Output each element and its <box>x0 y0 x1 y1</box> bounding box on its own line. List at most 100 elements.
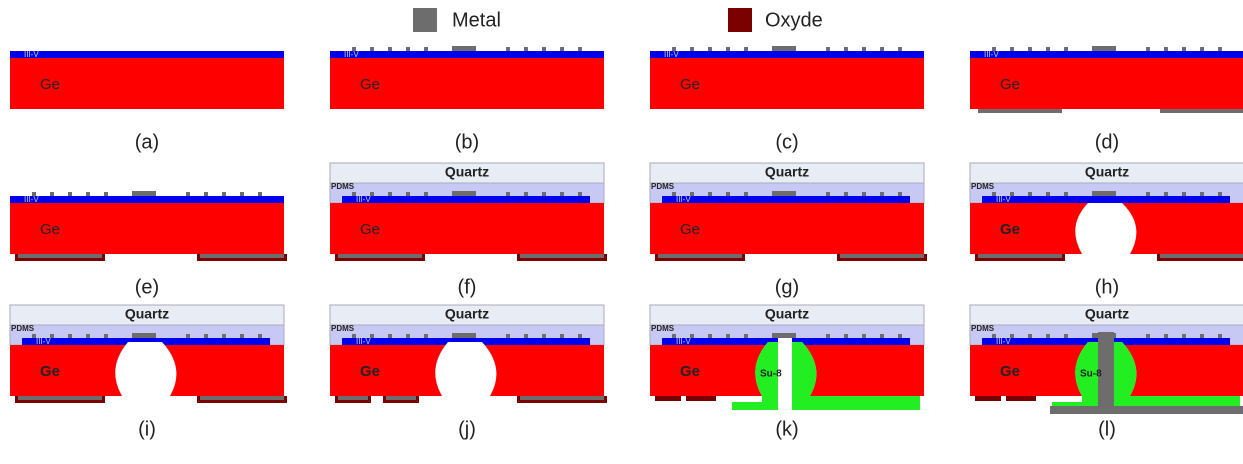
contact <box>524 192 528 196</box>
contact <box>744 192 748 196</box>
contact <box>726 334 730 338</box>
contact <box>1164 192 1168 196</box>
contact <box>1028 192 1032 196</box>
contact <box>826 334 830 338</box>
step-caption: (j) <box>458 418 476 440</box>
ge-label: Ge <box>360 76 380 93</box>
contact <box>826 192 830 196</box>
iii-v-layer <box>662 196 910 203</box>
contact <box>506 192 510 196</box>
pdms-label: PDMS <box>11 324 35 333</box>
contact <box>32 334 36 338</box>
contact <box>68 192 72 196</box>
contact <box>1146 334 1150 338</box>
ge-label: Ge <box>1000 76 1020 93</box>
quartz-label: Quartz <box>765 306 809 322</box>
contact <box>186 334 190 338</box>
contact <box>898 192 902 196</box>
contact <box>560 47 564 51</box>
contact-pad <box>1092 191 1116 196</box>
ge-label: Ge <box>1000 363 1020 380</box>
contact <box>862 47 866 51</box>
iii-v-layer <box>970 51 1243 58</box>
bottom-metal <box>1050 406 1243 414</box>
contact <box>86 192 90 196</box>
iii-v-layer <box>10 196 284 203</box>
panel: III-V Ge (d) <box>970 46 1243 153</box>
panel: III-V Ge (c) <box>650 46 924 153</box>
iii-v-label: III-V <box>676 337 691 346</box>
contact <box>68 334 72 338</box>
substrate <box>10 203 284 254</box>
bottom-metal <box>338 254 422 258</box>
contact <box>1046 334 1050 338</box>
contact <box>222 334 226 338</box>
iii-v-label: III-V <box>996 195 1011 204</box>
contact <box>1182 192 1186 196</box>
contact <box>388 192 392 196</box>
via-metal <box>1098 332 1114 414</box>
contact <box>424 47 428 51</box>
ge-label: Ge <box>360 363 380 380</box>
contact <box>560 334 564 338</box>
iii-v-label: III-V <box>36 337 51 346</box>
contact <box>204 192 208 196</box>
contact <box>726 47 730 51</box>
su8-label: Su-8 <box>760 369 782 380</box>
metal-swatch <box>413 8 437 32</box>
contact <box>744 334 748 338</box>
contact <box>524 334 528 338</box>
contact <box>880 192 884 196</box>
quartz-label: Quartz <box>125 306 169 322</box>
pdms-label: PDMS <box>971 324 995 333</box>
contact <box>844 334 848 338</box>
substrate <box>650 203 924 254</box>
panel: III-V Ge (a) <box>10 50 284 153</box>
contact <box>1182 334 1186 338</box>
iii-v-label: III-V <box>344 50 359 59</box>
bottom-metal <box>386 396 416 400</box>
contact <box>1064 192 1068 196</box>
contact <box>424 192 428 196</box>
contact <box>1182 47 1186 51</box>
ge-label: Ge <box>360 221 380 238</box>
contact-pad <box>452 191 476 196</box>
etch-hole <box>435 342 497 396</box>
contact <box>352 192 356 196</box>
contact <box>1146 192 1150 196</box>
contact <box>1146 47 1150 51</box>
contact <box>1028 334 1032 338</box>
substrate <box>650 58 924 109</box>
iii-v-layer <box>342 196 590 203</box>
contact <box>880 47 884 51</box>
contact <box>844 47 848 51</box>
step-caption: (i) <box>138 418 156 440</box>
contact-pad <box>772 333 796 338</box>
substrate <box>330 58 604 109</box>
contact <box>50 192 54 196</box>
panel: III-V Ge (b) <box>330 46 604 153</box>
contact <box>1046 192 1050 196</box>
contact <box>1010 47 1014 51</box>
iii-v-layer <box>22 338 270 345</box>
bottom-metal <box>520 396 604 400</box>
contact <box>578 47 582 51</box>
contact <box>1200 47 1204 51</box>
ge-label: Ge <box>40 363 60 380</box>
contact <box>258 192 262 196</box>
contact <box>424 334 428 338</box>
contact <box>880 334 884 338</box>
iii-v-label: III-V <box>356 195 371 204</box>
bottom-metal <box>200 396 284 400</box>
contact <box>1200 192 1204 196</box>
contact <box>744 47 748 51</box>
contact <box>104 334 108 338</box>
contact <box>578 192 582 196</box>
pdms-label: PDMS <box>971 182 995 191</box>
contact-pad <box>132 191 156 196</box>
contact <box>1218 192 1222 196</box>
